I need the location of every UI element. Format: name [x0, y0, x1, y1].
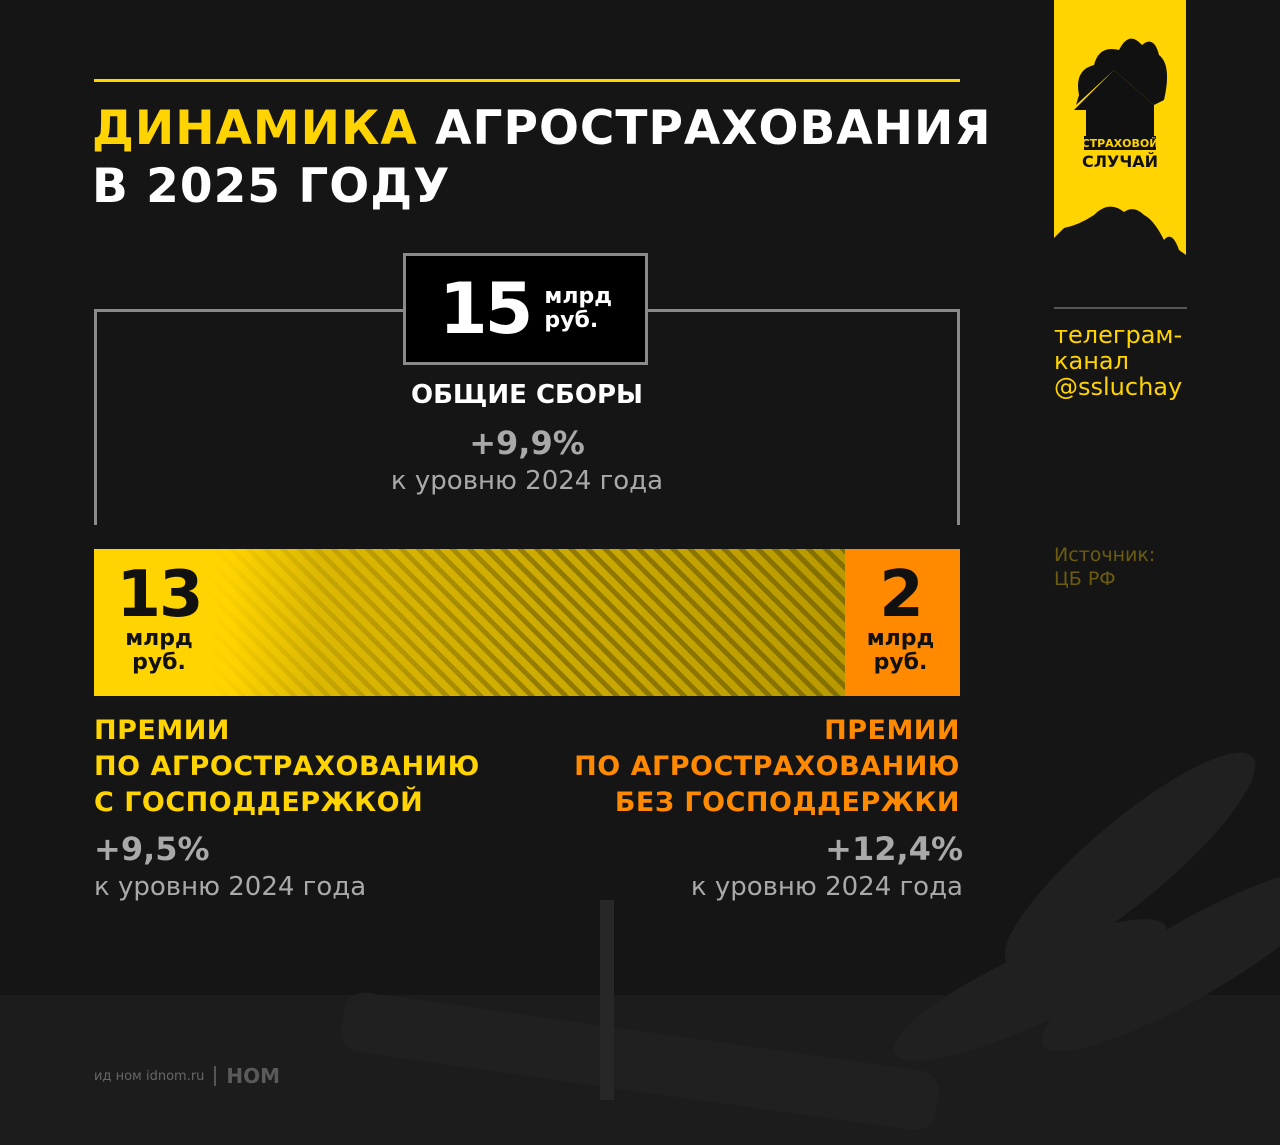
source-label: Источник: — [1054, 544, 1156, 566]
total-change-note: к уровню 2024 года — [390, 466, 664, 496]
title-rest: АГРОСТРАХОВАНИЯ — [417, 101, 992, 156]
caption-line: ПО АГРОСТРАХОВАНИЮ — [574, 751, 960, 782]
unit-line: руб. — [873, 650, 928, 675]
footer-divider — [214, 1066, 217, 1086]
unit-line: млрд — [544, 284, 613, 309]
unit-line: руб. — [132, 650, 186, 675]
page-title: ДИНАМИКА АГРОСТРАХОВАНИЯ В 2025 ГОДУ — [92, 100, 992, 216]
footer-credits: ид ном idnom.ru НОМ — [94, 1064, 280, 1088]
total-unit: млрд руб. — [544, 285, 612, 333]
brand-logo: НОМ — [226, 1064, 281, 1088]
bar-segment-with-support — [94, 549, 845, 696]
title-rule — [94, 79, 960, 82]
segment-label-with-support: 13 млрд руб. — [114, 563, 204, 675]
telegram-text: канал — [1054, 347, 1129, 375]
segment-value: 13 — [116, 558, 203, 632]
total-value-box: 15 млрд руб. — [403, 253, 648, 365]
caption-line: ПО АГРОСТРАХОВАНИЮ — [94, 751, 480, 782]
stacked-bar: 13 млрд руб. 2 млрд руб. — [94, 549, 960, 696]
telegram-link[interactable]: телеграм- канал @ssluchay — [1054, 322, 1182, 400]
source: Источник: ЦБ РФ — [1054, 543, 1155, 591]
caption-line: С ГОСПОДДЕРЖКОЙ — [94, 787, 424, 818]
change-with-support: +9,5% — [94, 830, 210, 868]
logo-text: СТРАХОВОЙ — [1082, 137, 1159, 150]
unit-line: руб. — [544, 308, 599, 333]
bar-segment-stripes — [94, 549, 845, 696]
source-value: ЦБ РФ — [1054, 568, 1116, 590]
telegram-handle[interactable]: @ssluchay — [1054, 373, 1183, 401]
telegram-text: телеграм- — [1054, 321, 1183, 349]
burning-house-logo-icon: СТРАХОВОЙ СЛУЧАЙ — [1054, 0, 1186, 255]
wheat-illustration — [341, 752, 1280, 1131]
total-change: +9,9% — [469, 424, 585, 462]
total-label: ОБЩИЕ СБОРЫ — [411, 380, 643, 410]
change-note-without-support: к уровню 2024 года — [690, 872, 963, 902]
unit-line: млрд — [866, 626, 935, 651]
caption-line: БЕЗ ГОСПОДДЕРЖКИ — [614, 787, 960, 818]
publisher-link[interactable]: ид ном idnom.ru — [94, 1068, 205, 1084]
caption-with-support: ПРЕМИИ ПО АГРОСТРАХОВАНИЮ С ГОСПОДДЕРЖКО… — [94, 713, 480, 821]
unit-line: млрд — [125, 626, 193, 651]
logo: СТРАХОВОЙ СЛУЧАЙ — [1054, 0, 1186, 255]
total-value: 15 — [438, 268, 533, 350]
bar-segment-without-support — [844, 549, 960, 696]
change-note-with-support: к уровню 2024 года — [94, 872, 367, 902]
caption-line: ПРЕМИИ — [824, 715, 960, 746]
change-without-support: +12,4% — [825, 830, 963, 868]
title-line2: В 2025 ГОДУ — [92, 159, 451, 214]
sidebar-divider — [1054, 307, 1187, 309]
logo-text: СЛУЧАЙ — [1082, 152, 1158, 171]
caption-without-support: ПРЕМИИ ПО АГРОСТРАХОВАНИЮ БЕЗ ГОСПОДДЕРЖ… — [574, 713, 960, 821]
segment-value: 2 — [879, 558, 924, 632]
title-highlight: ДИНАМИКА — [92, 101, 418, 156]
caption-line: ПРЕМИИ — [94, 715, 230, 746]
segment-label-without-support: 2 млрд руб. — [853, 563, 948, 675]
